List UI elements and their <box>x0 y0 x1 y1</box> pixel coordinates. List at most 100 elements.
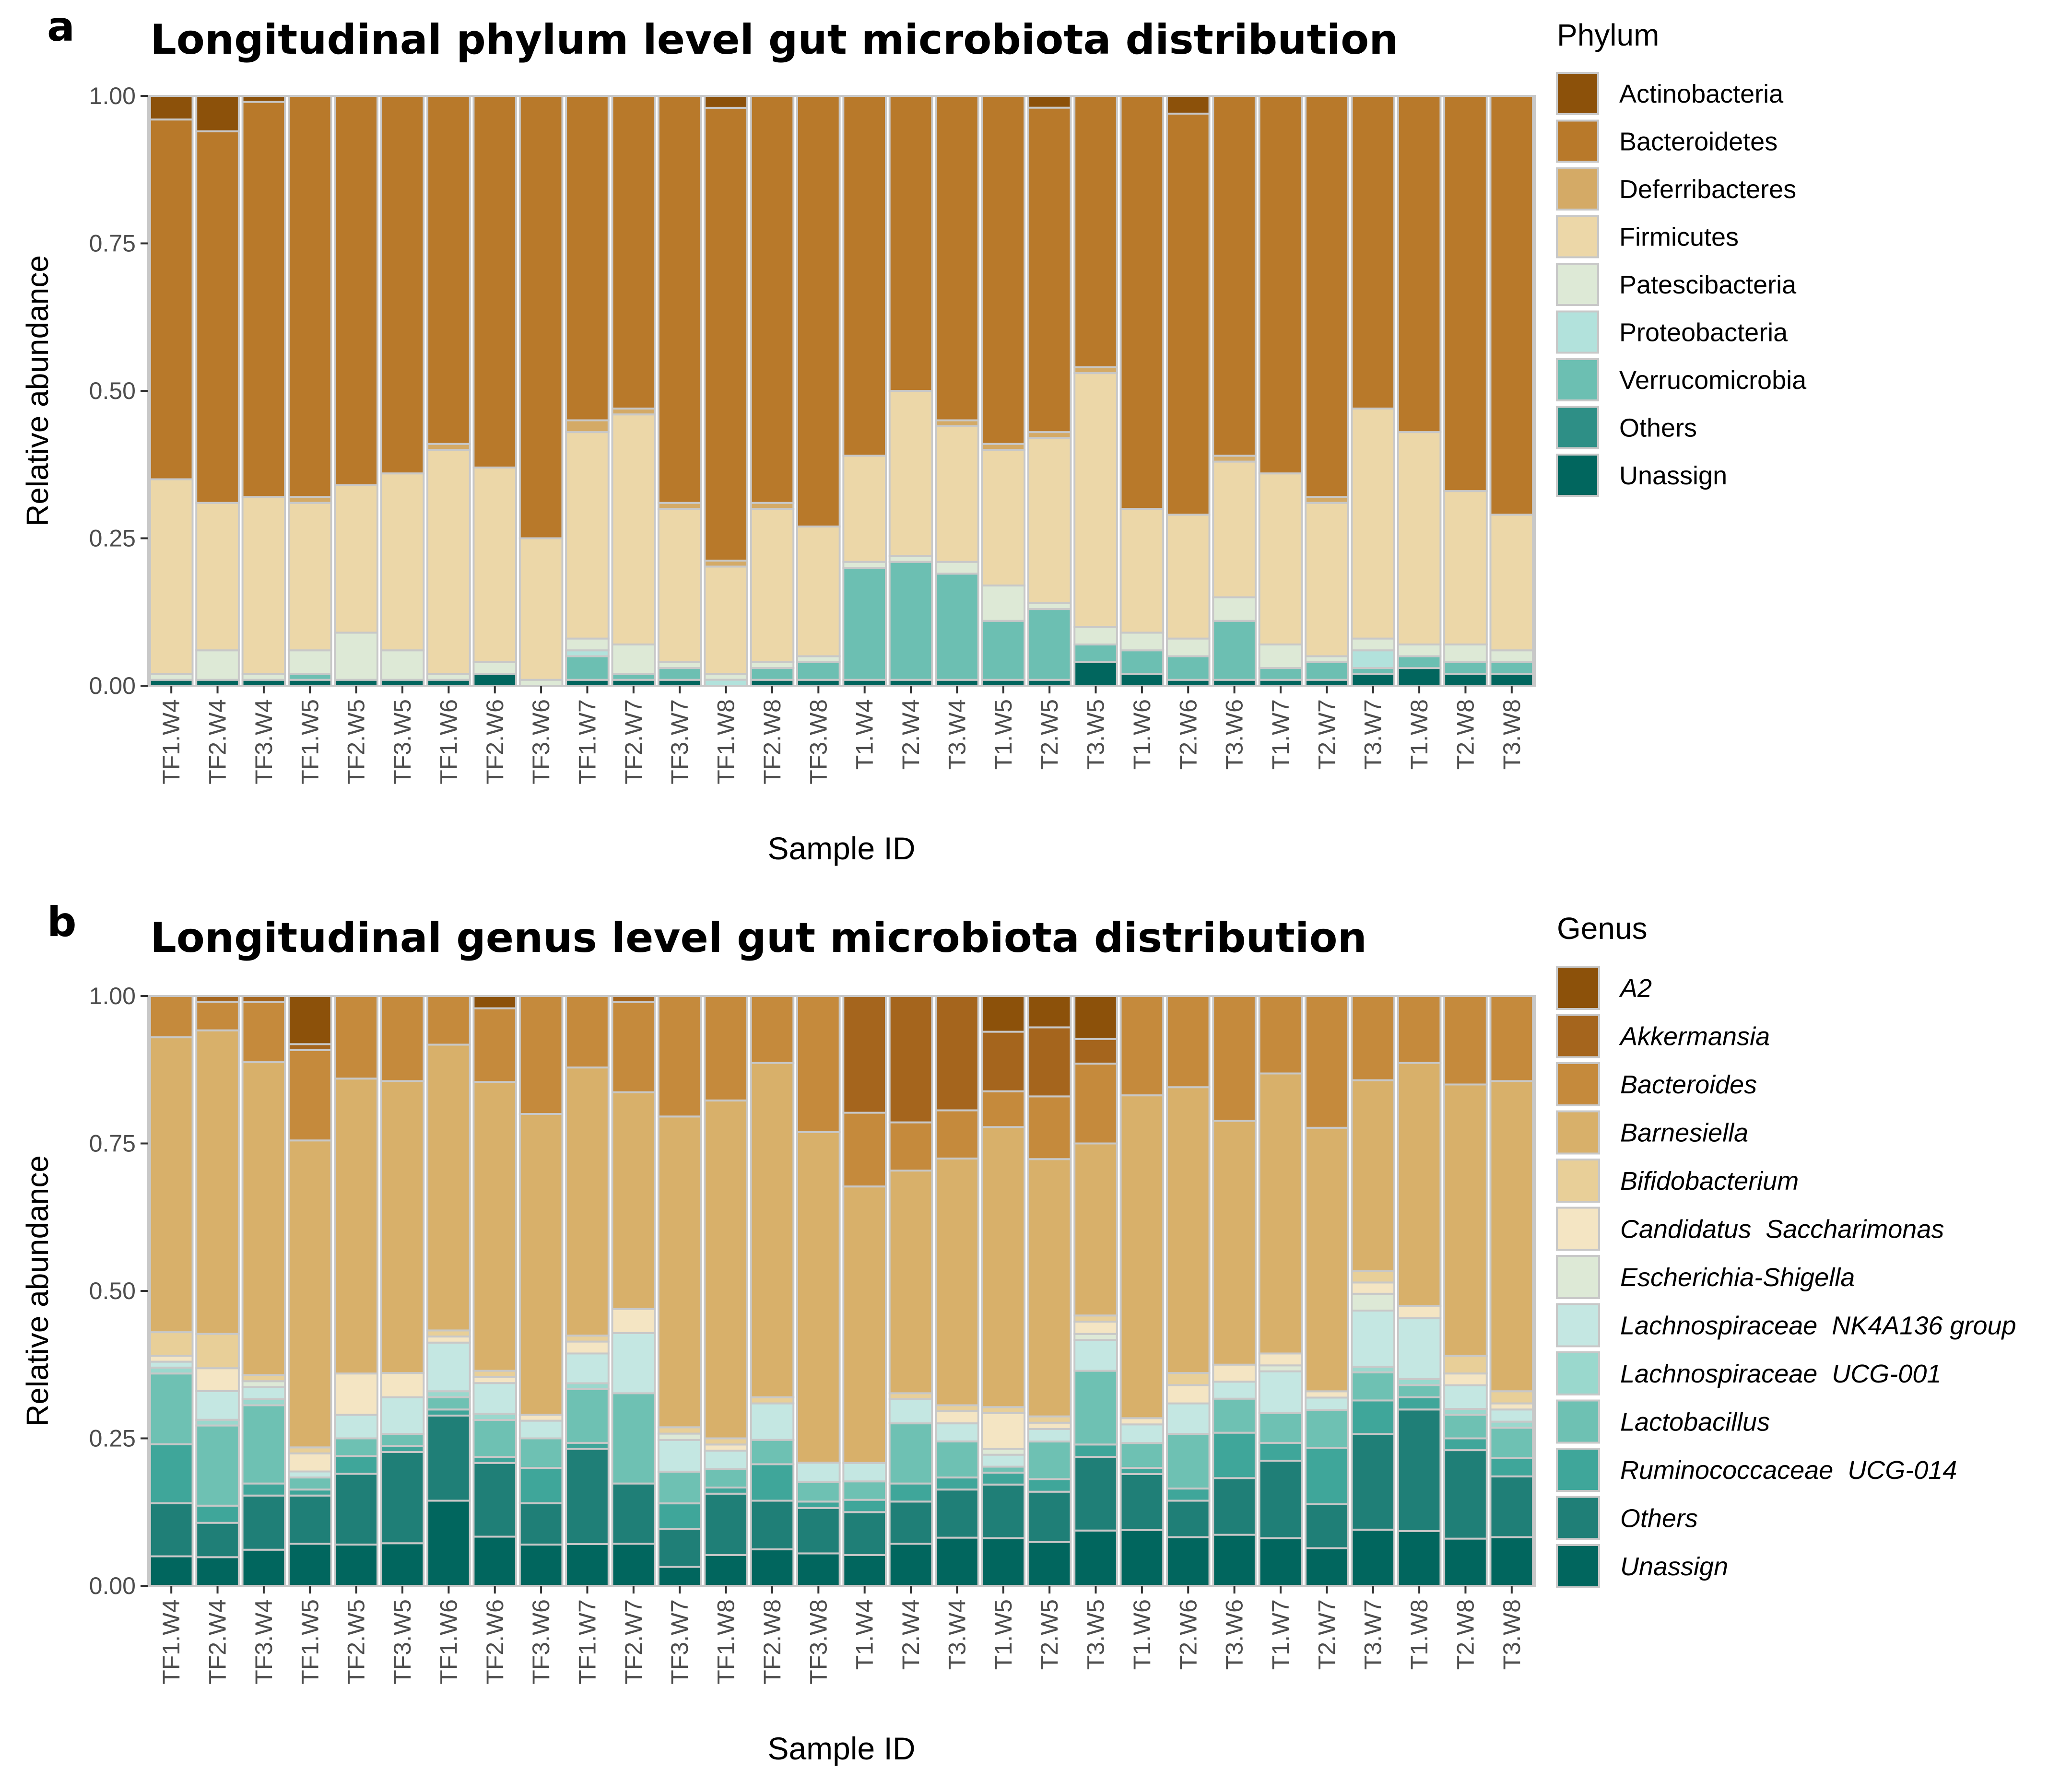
panel-letter: a <box>47 3 75 51</box>
bar-segment <box>888 95 933 392</box>
bar-segment <box>380 1372 425 1398</box>
bar-segment <box>1212 1431 1257 1479</box>
legend-swatch <box>1556 1399 1600 1444</box>
bar-segment <box>426 1043 471 1332</box>
bar-segment <box>426 995 471 1046</box>
x-tick-label: TF1.W5 <box>296 699 323 785</box>
bar-segment <box>1166 95 1211 115</box>
bar-segment <box>1027 608 1072 681</box>
bar-segment <box>657 1566 702 1587</box>
bar-segment <box>1489 1475 1534 1538</box>
bar-segment <box>796 1462 841 1483</box>
bar-segment <box>657 508 702 663</box>
bar-stack <box>1397 995 1442 1587</box>
bar-stack <box>426 95 471 687</box>
bar-segment <box>935 1440 979 1479</box>
bar-stack <box>1489 95 1534 687</box>
legend-label: Escherichia-Shigella <box>1620 1263 1855 1292</box>
bar-segment <box>1212 596 1257 622</box>
y-tick-label: 0.75 <box>89 1130 136 1157</box>
bar-segment <box>935 1536 979 1587</box>
bar-segment <box>1443 1355 1488 1375</box>
legend-label: Actinobacteria <box>1619 80 1784 108</box>
x-tick-label: T3.W4 <box>943 699 970 770</box>
x-tick-label: TF3.W4 <box>250 1599 277 1685</box>
bar-segment <box>241 1061 286 1376</box>
bar-segment <box>334 95 378 486</box>
legend-title: Genus <box>1557 911 1648 946</box>
bar-segment <box>935 1488 979 1539</box>
bar-segment <box>611 1482 656 1545</box>
bar-segment <box>149 995 194 1039</box>
bar-segment <box>472 1382 518 1415</box>
bar-segment <box>750 95 795 504</box>
legend-label: Unassign <box>1620 1552 1728 1581</box>
x-tick-label: T1.W7 <box>1267 699 1294 770</box>
bar-segment <box>888 1169 933 1394</box>
bar-stack <box>750 995 795 1587</box>
bar-segment <box>472 661 518 675</box>
bar-segment <box>1397 1317 1442 1380</box>
bar-segment <box>704 95 748 109</box>
bar-segment <box>888 1500 933 1545</box>
bar-segment <box>796 1552 841 1587</box>
legend-label: Deferribacteres <box>1619 175 1796 204</box>
bar-segment <box>1119 1442 1165 1469</box>
bar-stack <box>1351 95 1396 687</box>
legend-label: Lachnospiraceae NK4A136 group <box>1620 1312 2016 1340</box>
legend-item: Verrucomicrobia <box>1556 358 1807 401</box>
bar-segment <box>241 101 286 498</box>
bar-stack <box>657 995 702 1587</box>
bar-segment <box>195 1029 240 1335</box>
bar-segment <box>241 1494 286 1551</box>
bar-segment <box>1443 1414 1488 1440</box>
x-axis-label: Sample ID <box>767 831 915 866</box>
bar-segment <box>334 1543 378 1587</box>
bar-segment <box>704 1450 748 1470</box>
bar-segment <box>1305 661 1349 681</box>
x-tick-label: T1.W6 <box>1129 1599 1155 1670</box>
bar-segment <box>334 1455 378 1475</box>
bar-segment <box>981 1090 1026 1128</box>
x-tick-label: TF2.W5 <box>343 1599 370 1685</box>
bar-segment <box>426 1341 471 1393</box>
legend-swatch <box>1556 358 1599 401</box>
legend-swatch <box>1556 215 1599 258</box>
x-tick-label: T3.W8 <box>1498 1599 1525 1670</box>
bar-segment <box>426 1396 471 1411</box>
bar-segment <box>704 565 748 675</box>
bar-segment <box>1443 490 1488 645</box>
bar-segment <box>1027 95 1072 109</box>
bar-segment <box>1351 995 1396 1081</box>
bar-segment <box>888 1482 933 1503</box>
legend-swatch <box>1556 1110 1600 1155</box>
bar-stack <box>1166 95 1211 687</box>
x-tick-label: TF2.W6 <box>482 699 508 785</box>
x-tick-label: T1.W4 <box>851 1599 878 1670</box>
bar-segment <box>1212 1120 1257 1366</box>
legend-item: Lachnospiraceae NK4A136 group <box>1556 1303 2016 1347</box>
bar-segment <box>842 455 887 563</box>
x-tick-label: TF3.W8 <box>805 1599 832 1685</box>
bar-segment <box>565 1340 610 1355</box>
bar-segment <box>1397 995 1442 1064</box>
x-tick-label: TF2.W8 <box>759 1599 786 1685</box>
bar-segment <box>842 1185 887 1464</box>
y-tick-label: 0.75 <box>89 230 136 257</box>
legend-item: Candidatus Saccharimonas <box>1556 1207 1944 1251</box>
bar-stack <box>611 95 656 687</box>
bar-segment <box>1027 1541 1072 1587</box>
bar-segment <box>750 1500 795 1550</box>
bar-segment <box>981 95 1026 445</box>
bar-segment <box>472 1535 518 1587</box>
bar-segment <box>1258 643 1303 669</box>
y-tick-label: 0.00 <box>89 1572 136 1599</box>
x-tick-label: T2.W6 <box>1175 699 1201 770</box>
bar-stack <box>888 95 933 687</box>
bar-segment <box>796 661 841 681</box>
bar-segment <box>287 1452 332 1473</box>
x-tick-label: T1.W5 <box>990 1599 1017 1670</box>
bar-segment <box>195 1556 240 1587</box>
bar-segment <box>334 1414 378 1440</box>
